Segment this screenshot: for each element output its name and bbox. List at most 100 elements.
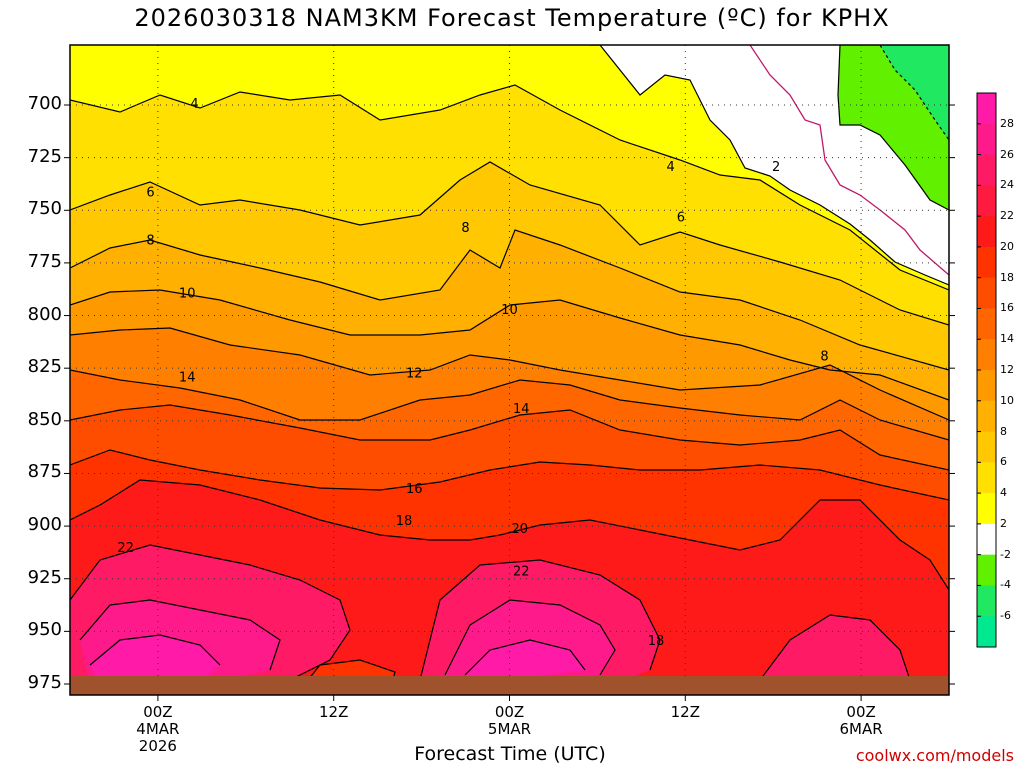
colorbar-label: 24 bbox=[1000, 178, 1014, 192]
contour-label: 8 bbox=[820, 350, 828, 365]
isotherm-6 bbox=[70, 161, 949, 326]
isotherm-24-left bbox=[79, 599, 281, 671]
contour-label: 22 bbox=[513, 564, 530, 579]
credit-link[interactable]: coolwx.com/models bbox=[855, 746, 1014, 765]
band-green-dark bbox=[880, 45, 949, 140]
isotherm-18 bbox=[70, 449, 949, 501]
colorbar-segment bbox=[977, 93, 996, 125]
colorbar-segment bbox=[977, 585, 996, 617]
colorbar-segment bbox=[977, 431, 996, 463]
isotherm-8 bbox=[70, 229, 949, 371]
band-22-24-right bbox=[760, 615, 910, 680]
x-tick-label: 00Z 6MAR bbox=[839, 703, 883, 738]
y-tick-label: 900 bbox=[27, 514, 62, 536]
y-tick-label: 925 bbox=[27, 566, 62, 588]
colorbar-label: 20 bbox=[1000, 239, 1014, 253]
colorbar-label: 10 bbox=[1000, 393, 1014, 407]
y-tick-label: 975 bbox=[27, 672, 62, 693]
colorbar bbox=[976, 92, 997, 648]
y-tick-label: 775 bbox=[27, 250, 62, 272]
contour-label: 14 bbox=[179, 371, 196, 386]
contour-label: 6 bbox=[677, 211, 685, 226]
contour-label: 10 bbox=[179, 286, 196, 301]
colorbar-label: 4 bbox=[1000, 486, 1007, 500]
colorbar-segment bbox=[977, 154, 996, 186]
band-26-28-left bbox=[90, 635, 220, 684]
isotherm-24-mid bbox=[444, 599, 616, 676]
colorbar-segment bbox=[977, 246, 996, 279]
isotherm-22-left bbox=[70, 544, 351, 681]
colorbar-segment bbox=[977, 277, 996, 309]
colorbar-segment bbox=[977, 493, 996, 525]
contour-label: 18 bbox=[396, 514, 413, 529]
colorbar-segment bbox=[977, 523, 996, 556]
isotherm-neg4 bbox=[879, 45, 949, 141]
isotherm-22-mid bbox=[419, 559, 661, 681]
contour-label: 16 bbox=[406, 482, 423, 497]
colorbar-label: 12 bbox=[1000, 363, 1014, 376]
isotherm-26-mid bbox=[464, 639, 586, 676]
contour-labels: 4 6 8 10 14 12 16 18 22 20 22 14 10 8 4 6 2 8 18 bbox=[117, 97, 828, 649]
colorbar-label: 14 bbox=[1000, 332, 1014, 346]
colorbar-label: 18 bbox=[1000, 270, 1014, 284]
colorbar-label: -2 bbox=[1000, 547, 1011, 561]
contour-label: 20 bbox=[511, 522, 528, 537]
y-tick-label: 950 bbox=[27, 619, 62, 641]
isotherm-20 bbox=[70, 479, 949, 591]
y-tick-label: 700 bbox=[27, 93, 62, 114]
colorbar-label: 6 bbox=[1000, 455, 1007, 469]
x-tick-label: 12Z bbox=[670, 703, 700, 721]
band-26-28-mid bbox=[465, 640, 585, 685]
isotherm-14 bbox=[70, 369, 949, 441]
contour-label: 14 bbox=[513, 402, 530, 417]
colorbar-label: 22 bbox=[1000, 209, 1014, 223]
colorbar-label: -6 bbox=[1000, 609, 1011, 623]
y-tick-label: 750 bbox=[27, 198, 62, 220]
x-tick-label: 00Z 5MAR bbox=[487, 703, 532, 738]
contour-label: 6 bbox=[146, 185, 154, 200]
colorbar-segment bbox=[977, 185, 996, 217]
colorbar-segment bbox=[977, 216, 996, 248]
colorbar-segment bbox=[977, 554, 996, 586]
colorbar-label: 8 bbox=[1000, 424, 1007, 438]
y-tick-label: 800 bbox=[27, 303, 62, 325]
contour-label: 10 bbox=[501, 303, 518, 318]
x-tick-label: 00Z 4MAR 2026 bbox=[136, 703, 180, 755]
grid-lines bbox=[70, 45, 949, 695]
colorbar-segment bbox=[977, 370, 996, 402]
colorbar-label: 2 bbox=[1000, 516, 1007, 530]
isotherm-4 bbox=[70, 84, 949, 291]
contour-label: 2 bbox=[772, 160, 780, 175]
colorbar-label: 26 bbox=[1000, 147, 1014, 161]
colorbar-segment bbox=[977, 308, 996, 340]
contour-label: 18 bbox=[648, 634, 665, 649]
x-axis-title: Forecast Time (UTC) bbox=[414, 743, 606, 765]
y-tick-label: 875 bbox=[27, 461, 62, 483]
colorbar-segment bbox=[977, 339, 996, 371]
colorbar-label: 28 bbox=[1000, 116, 1014, 130]
y-tick-label: 725 bbox=[27, 145, 62, 167]
chart-title: 2026030318 NAM3KM Forecast Temperature (… bbox=[134, 4, 890, 32]
colorbar-segment bbox=[977, 462, 996, 494]
temperature-bands bbox=[70, 45, 949, 695]
terrain-ground bbox=[70, 676, 949, 695]
contour-label: 22 bbox=[117, 541, 134, 556]
colorbar-segment bbox=[977, 400, 996, 433]
colorbar-segment bbox=[977, 616, 996, 648]
isotherm-22-right bbox=[759, 614, 911, 681]
colorbar-label: -4 bbox=[1000, 578, 1011, 592]
isotherm-12 bbox=[70, 327, 949, 421]
y-tick-label: 825 bbox=[27, 356, 62, 378]
isotherm-16 bbox=[70, 404, 949, 471]
contour-label: 4 bbox=[190, 97, 198, 112]
colorbar-segment bbox=[977, 123, 996, 156]
isotherm-26-left bbox=[89, 634, 221, 666]
contour-label: 8 bbox=[146, 234, 154, 249]
isotherm-neg2 bbox=[837, 45, 949, 211]
isotherm-0 bbox=[590, 45, 949, 286]
x-tick-label: 12Z bbox=[319, 703, 349, 721]
contour-label: 12 bbox=[406, 366, 423, 381]
colorbar-label: 16 bbox=[1000, 301, 1014, 315]
contour-label: 4 bbox=[667, 160, 675, 175]
